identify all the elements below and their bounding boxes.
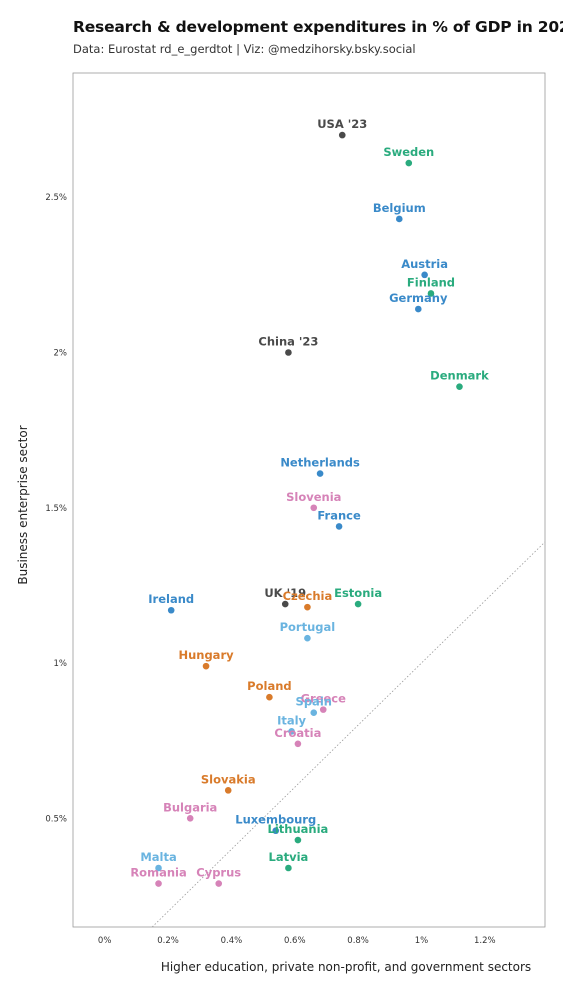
reference-diagonal-line [151, 541, 546, 928]
x-tick-label: 1% [415, 936, 429, 946]
data-point [294, 836, 302, 844]
point-label: Poland [247, 679, 291, 693]
point-label: Belgium [373, 201, 426, 215]
point-label: Austria [401, 257, 448, 271]
data-point [155, 880, 162, 887]
x-tick-label: 0.4% [221, 936, 243, 946]
x-axis-ticks: 0% 0.2% 0.4% 0.6% 0.8% 1% 1.2% [98, 936, 496, 946]
data-point [304, 634, 311, 642]
x-axis-title: Higher education, private non-profit, an… [161, 960, 531, 974]
data-point [288, 728, 295, 735]
data-point [224, 787, 232, 794]
chart-subtitle: Data: Eurostat rd_e_gerdtot | Viz: @medz… [73, 42, 416, 56]
point-label: Slovakia [201, 772, 256, 786]
point-labels: USA '23 Sweden Belgium Austria Finland German… [130, 117, 489, 879]
data-point [421, 271, 428, 279]
x-tick-label: 1.2% [474, 936, 496, 946]
point-label: Netherlands [280, 456, 360, 470]
data-point [186, 815, 194, 822]
point-label: Romania [130, 866, 186, 880]
data-point [155, 864, 162, 872]
data-point [215, 880, 223, 887]
data-point [272, 827, 280, 835]
point-label: Sweden [383, 145, 434, 159]
data-point [335, 523, 343, 530]
x-tick-label: 0% [98, 936, 112, 946]
data-point [316, 470, 324, 477]
data-point [281, 600, 289, 608]
point-label: Finland [407, 275, 455, 289]
data-point [202, 662, 210, 670]
data-point [338, 131, 346, 139]
y-axis-title: Business enterprise sector [16, 425, 30, 584]
y-tick-label: 2.5% [45, 193, 67, 203]
point-label: Malta [140, 850, 176, 864]
point-label: Czechia [283, 589, 333, 603]
point-label: Cyprus [196, 866, 241, 880]
data-point [405, 159, 413, 167]
data-point [294, 740, 302, 748]
point-label: Bulgaria [163, 800, 217, 814]
point-label: France [317, 508, 361, 522]
plot-frame [72, 72, 546, 928]
point-label: Germany [389, 291, 448, 305]
data-point [167, 606, 175, 614]
point-label: Denmark [430, 369, 489, 383]
data-point [304, 603, 311, 611]
data-point [310, 504, 318, 512]
point-label: Croatia [274, 726, 321, 740]
data-point [319, 706, 327, 713]
y-tick-label: 1.5% [45, 504, 67, 514]
point-label: Luxembourg [235, 813, 316, 827]
point-label: Ireland [148, 592, 194, 606]
y-tick-label: 2% [54, 348, 68, 358]
data-point [354, 600, 362, 608]
data-point [285, 864, 292, 872]
point-label: Spain [296, 695, 332, 709]
point-label: Latvia [269, 850, 309, 864]
point-label: Italy [277, 713, 306, 727]
point-label: Lithuania [268, 822, 329, 836]
point-label: Slovenia [286, 490, 341, 504]
x-tick-label: 0.6% [284, 936, 306, 946]
y-axis-ticks: 0.5% 1% 1.5% 2% 2.5% [45, 193, 67, 824]
data-points [155, 131, 463, 887]
point-label: China '23 [258, 334, 318, 348]
data-point [456, 383, 463, 390]
point-label: Estonia [334, 586, 382, 600]
data-point [310, 709, 318, 717]
chart-title: Research & development expenditures in %… [73, 18, 563, 36]
data-point [427, 290, 435, 297]
point-label: Hungary [178, 648, 234, 662]
x-tick-label: 0.8% [347, 936, 369, 946]
data-point [285, 349, 292, 356]
point-label: Greece [301, 692, 347, 706]
point-label: USA '23 [317, 117, 367, 131]
data-point [414, 305, 422, 313]
data-point [395, 215, 403, 223]
point-label: UK '19 [264, 586, 306, 600]
y-tick-label: 0.5% [45, 814, 67, 824]
x-tick-label: 0.2% [157, 936, 179, 946]
point-label: Portugal [280, 620, 336, 634]
data-point [266, 693, 273, 701]
y-tick-label: 1% [54, 659, 68, 669]
